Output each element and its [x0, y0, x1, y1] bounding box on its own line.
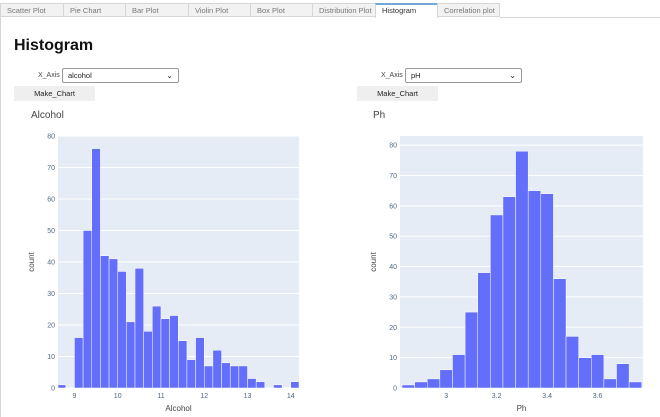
y-axis-title: count — [27, 251, 36, 271]
histogram-bar[interactable] — [238, 365, 248, 389]
x-tick-label: 12 — [200, 393, 208, 400]
histogram-bar[interactable] — [273, 384, 283, 389]
make-chart-button-right[interactable]: Make_Chart — [357, 86, 438, 101]
histogram-bar[interactable] — [134, 268, 144, 389]
y-tick-label: 10 — [47, 354, 55, 361]
y-axis-title: count — [369, 251, 378, 271]
y-tick-label: 70 — [47, 165, 55, 172]
chevron-down-icon: ⌄ — [166, 71, 173, 80]
y-tick-label: 30 — [47, 291, 55, 298]
chart-1: 0 10 20 30 40 50 60 70 80 3 3.2 3.4 3.6 Ph count — [369, 136, 643, 413]
histogram-bar[interactable] — [616, 363, 630, 389]
x-tick-label: 9 — [72, 393, 76, 400]
histogram-bar[interactable] — [152, 305, 162, 389]
y-tick-label: 10 — [389, 355, 397, 362]
histogram-bar[interactable] — [212, 349, 222, 389]
histogram-bar[interactable] — [195, 337, 205, 389]
histogram-bar[interactable] — [100, 255, 110, 389]
tab-divider — [500, 17, 660, 18]
histogram-bar[interactable] — [186, 359, 196, 389]
y-tick-label: 80 — [389, 143, 397, 150]
histogram-bar[interactable] — [178, 340, 188, 389]
x-tick-label: 3.4 — [542, 393, 552, 400]
x-axis-select-right[interactable]: pH ⌄ — [405, 68, 522, 83]
tab-violin-plot[interactable]: Violin Plot — [188, 3, 251, 17]
select-value: alcohol — [68, 71, 92, 80]
x-tick-label: 11 — [157, 393, 164, 400]
chart-0: 0 10 20 30 40 50 60 70 80 9 10 11 12 13 14 Alcohol count — [27, 134, 300, 413]
x-axis-label-left: X_Axis — [38, 72, 60, 79]
y-tick-label: 60 — [47, 197, 55, 204]
histogram-bar[interactable] — [247, 378, 257, 389]
chevron-down-icon: ⌄ — [509, 71, 516, 80]
chart-title-alcohol: Alcohol — [31, 110, 64, 121]
y-tick-label: 20 — [47, 323, 55, 330]
y-tick-label: 80 — [47, 134, 55, 141]
x-tick-label: 14 — [287, 393, 295, 400]
y-tick-label: 20 — [389, 325, 397, 332]
histogram-bar[interactable] — [490, 214, 504, 389]
y-tick-label: 40 — [389, 264, 397, 271]
histogram-bar[interactable] — [203, 365, 214, 389]
histogram-bar[interactable] — [74, 337, 84, 389]
tab-bar: Scatter Plot Pie Chart Bar Plot Violin P… — [0, 3, 500, 18]
x-tick-label: 10 — [114, 393, 122, 400]
histogram-bar[interactable] — [553, 278, 567, 389]
x-axis-select-left[interactable]: alcohol ⌄ — [62, 68, 179, 83]
histogram-bar[interactable] — [229, 365, 240, 389]
y-tick-label: 60 — [389, 203, 397, 210]
histogram-bar[interactable] — [591, 354, 605, 389]
histogram-bar[interactable] — [540, 193, 554, 389]
histogram-bar[interactable] — [527, 190, 542, 389]
histogram-bar[interactable] — [452, 354, 466, 389]
x-tick-label: 3.2 — [492, 393, 502, 400]
histogram-bar[interactable] — [439, 369, 453, 389]
histogram-bar[interactable] — [91, 148, 101, 389]
histogram-bar[interactable] — [290, 381, 300, 389]
histogram-bar[interactable] — [464, 311, 478, 389]
select-value: pH — [411, 71, 421, 80]
histogram-bar[interactable] — [126, 321, 136, 389]
tab-box-plot[interactable]: Box Plot — [250, 3, 313, 17]
histogram-bar[interactable] — [477, 272, 491, 389]
histogram-bar[interactable] — [108, 258, 118, 389]
y-tick-label: 40 — [47, 260, 55, 267]
content-border — [0, 17, 1, 417]
histogram-bar[interactable] — [401, 384, 415, 389]
page-title: Histogram — [14, 37, 94, 54]
histogram-bar[interactable] — [628, 381, 642, 389]
histogram-bar[interactable] — [578, 357, 592, 389]
histogram-bar[interactable] — [515, 150, 529, 389]
make-chart-button-left[interactable]: Make_Chart — [14, 86, 95, 101]
histogram-bar[interactable] — [117, 271, 127, 389]
y-tick-label: 0 — [393, 386, 397, 393]
histogram-bar[interactable] — [169, 315, 179, 389]
histogram-bar[interactable] — [427, 378, 441, 389]
x-axis-label-right: X_Axis — [381, 72, 403, 79]
y-tick-label: 50 — [47, 228, 55, 235]
histogram-bar[interactable] — [603, 378, 617, 389]
histogram-bar[interactable] — [255, 381, 266, 389]
y-tick-label: 30 — [389, 294, 397, 301]
x-tick-label: 3.6 — [593, 393, 603, 400]
y-tick-label: 50 — [389, 234, 397, 241]
x-tick-label: 3 — [444, 393, 448, 400]
y-tick-label: 0 — [51, 386, 55, 393]
histogram-bar[interactable] — [565, 336, 579, 389]
histogram-bar[interactable] — [221, 362, 231, 389]
histogram-bar[interactable] — [160, 318, 170, 389]
chart-title-ph: Ph — [373, 110, 386, 121]
x-axis-title: Alcohol — [165, 404, 191, 413]
x-tick-label: 13 — [244, 393, 252, 400]
histogram-bar[interactable] — [82, 230, 92, 389]
y-tick-label: 70 — [389, 173, 397, 180]
tab-correlation-plot[interactable]: Correlation plot — [437, 3, 500, 17]
histogram-bar[interactable] — [414, 381, 428, 389]
histogram-bar[interactable] — [143, 331, 153, 389]
x-axis-title: Ph — [517, 404, 527, 413]
histogram-bar[interactable] — [502, 196, 516, 389]
histogram-bar[interactable] — [57, 384, 67, 389]
